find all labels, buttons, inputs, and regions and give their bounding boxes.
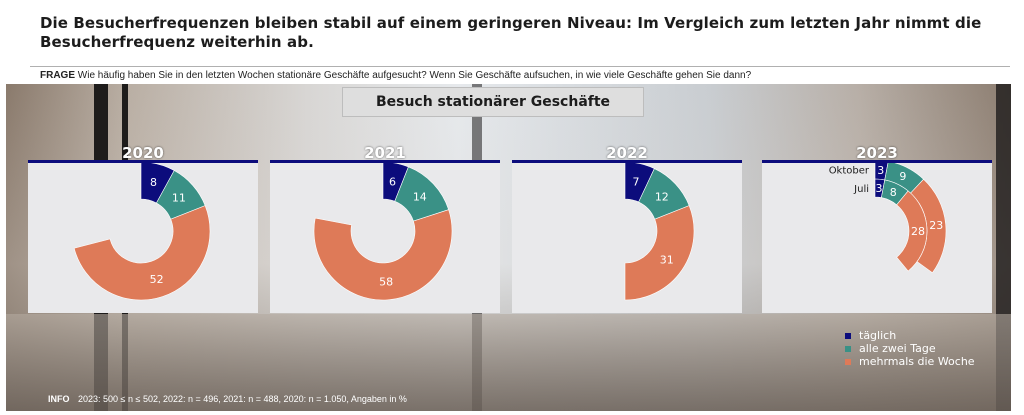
floor xyxy=(6,314,1011,411)
value-label-2022-several-times-week: 31 xyxy=(660,253,674,266)
chart-panel-2022: 7 12 31 xyxy=(512,160,742,313)
value-label-2023-several-times-week: 28 xyxy=(911,225,925,238)
value-label-2023-daily: 3 xyxy=(877,164,884,177)
question-text: Wie häufig haben Sie in den letzten Woch… xyxy=(77,70,752,81)
radial-chart-2023: 3 9 23 Oktober 3 8 28 Juli xyxy=(829,163,947,274)
legend-label: täglich xyxy=(859,329,897,342)
arc-2022-several-times-week xyxy=(624,205,695,301)
value-label-2021-several-times-week: 58 xyxy=(379,275,393,288)
radial-chart-2021: 6 14 58 xyxy=(313,163,453,301)
question-line: FRAGE Wie häufig haben Sie in den letzte… xyxy=(40,70,751,81)
value-label-2021-every-other-day: 14 xyxy=(413,190,427,203)
value-label-2020-several-times-week: 52 xyxy=(150,273,164,286)
legend: täglich alle zwei Tage mehrmals die Woch… xyxy=(845,329,975,368)
arc-2023-several-times-week xyxy=(896,190,928,272)
legend-label: alle zwei Tage xyxy=(859,342,936,355)
radial-chart-2022: 7 12 31 xyxy=(624,163,695,301)
value-label-2020-every-other-day: 11 xyxy=(172,192,186,205)
info-line: INFO 2023: 500 ≤ n ≤ 502, 2022: n = 496,… xyxy=(48,394,407,404)
radial-chart-2020: 8 11 52 xyxy=(73,163,211,301)
legend-item: täglich xyxy=(845,329,975,342)
year-label-2020: 2020 xyxy=(122,144,164,162)
value-label-2020-daily: 8 xyxy=(150,176,157,189)
legend-item: alle zwei Tage xyxy=(845,342,975,355)
info-label: INFO xyxy=(48,394,70,404)
chart-title: Besuch stationärer Geschäfte xyxy=(342,87,644,117)
legend-label: mehrmals die Woche xyxy=(859,355,975,368)
arc-2020-several-times-week xyxy=(73,205,211,301)
value-label-2023-every-other-day: 8 xyxy=(890,186,897,199)
year-label-2021: 2021 xyxy=(364,144,406,162)
question-label: FRAGE xyxy=(40,70,75,81)
value-label-2023-several-times-week: 23 xyxy=(929,219,943,232)
value-label-2022-every-other-day: 12 xyxy=(655,190,669,203)
chart-panel-2023: 3 9 23 Oktober 3 8 28 Juli xyxy=(762,160,992,313)
arc-2021-several-times-week xyxy=(313,209,453,301)
legend-swatch xyxy=(845,332,851,339)
legend-swatch xyxy=(845,345,851,352)
chart-panel-2021: 6 14 58 xyxy=(270,160,500,313)
legend-item: mehrmals die Woche xyxy=(845,355,975,368)
year-label-2023: 2023 xyxy=(856,144,898,162)
chart-panel-2020: 8 11 52 xyxy=(28,160,258,313)
info-text: 2023: 500 ≤ n ≤ 502, 2022: n = 496, 2021… xyxy=(78,394,407,404)
value-label-2023-every-other-day: 9 xyxy=(899,170,906,183)
value-label-2021-daily: 6 xyxy=(389,175,396,188)
value-label-2022-daily: 7 xyxy=(633,176,640,189)
headline: Die Besucherfrequenzen bleiben stabil au… xyxy=(40,14,982,51)
legend-swatch xyxy=(845,358,851,365)
ring-label-oktober: Oktober xyxy=(829,166,870,177)
ring-label-juli: Juli xyxy=(853,184,869,195)
year-label-2022: 2022 xyxy=(606,144,648,162)
divider xyxy=(30,66,1010,67)
value-label-2023-daily: 3 xyxy=(876,182,883,195)
